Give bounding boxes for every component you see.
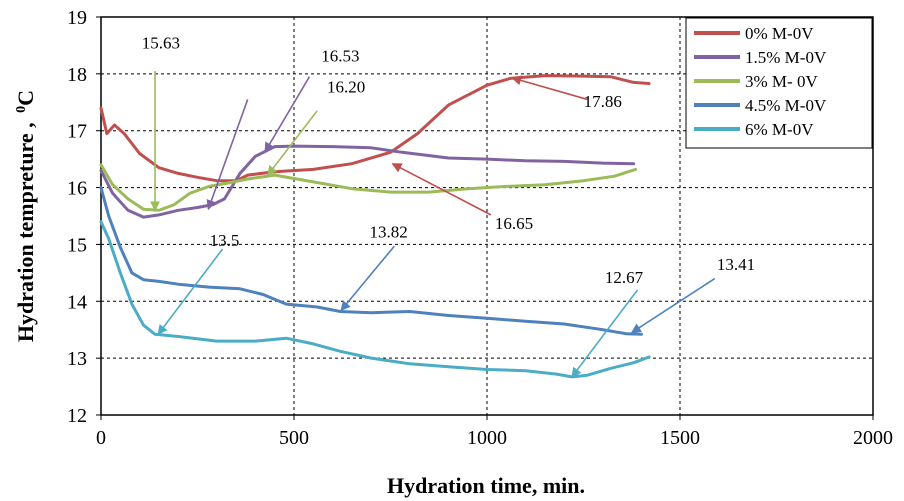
y-axis-unit: 0C bbox=[13, 90, 38, 113]
legend-label: 0% M-0V bbox=[745, 24, 814, 43]
y-tick-label: 13 bbox=[67, 348, 87, 370]
annotation-label: 16.20 bbox=[327, 78, 365, 97]
annotation-arrow bbox=[264, 76, 311, 153]
y-unit-degree: 0 bbox=[14, 106, 29, 113]
annotation-label: 15.63 bbox=[142, 33, 180, 52]
annotation-arrow bbox=[391, 162, 492, 216]
y-tick-label: 16 bbox=[67, 178, 87, 200]
annotation-arrow bbox=[511, 75, 588, 101]
legend-label: 3% M- 0V bbox=[745, 72, 818, 91]
annotation-label: 12.67 bbox=[605, 268, 644, 287]
annotation-label: 16.53 bbox=[321, 46, 359, 65]
annotation-arrow bbox=[571, 289, 639, 378]
series-line bbox=[99, 186, 643, 336]
x-tick-label: 1000 bbox=[467, 427, 507, 449]
legend-label: 6% M-0V bbox=[745, 120, 814, 139]
annotation-arrow bbox=[267, 110, 318, 176]
annotation-label: 13.41 bbox=[717, 255, 755, 274]
y-tick-label: 12 bbox=[67, 405, 87, 427]
legend-label: 4.5% M-0V bbox=[745, 96, 827, 115]
annotation-arrow bbox=[157, 248, 224, 336]
x-tick-label: 2000 bbox=[853, 427, 893, 449]
annotation-label: 17.86 bbox=[584, 92, 622, 111]
y-axis-title: Hydration tempreture , 0C bbox=[13, 90, 38, 342]
x-tick-label: 500 bbox=[279, 427, 309, 449]
annotation-arrow bbox=[206, 99, 249, 211]
annotation-label: 13.5 bbox=[210, 231, 240, 250]
legend: 0% M-0V 1.5% M-0V 3% M- 0V 4.5% M-0V 6% M-0V bbox=[685, 17, 873, 149]
annotation-arrow bbox=[630, 277, 716, 334]
y-tick-label: 18 bbox=[67, 64, 87, 86]
y-tick-label: 15 bbox=[67, 234, 87, 256]
x-tick-label: 1500 bbox=[660, 427, 700, 449]
annotation-label: 16.65 bbox=[495, 214, 533, 233]
annotations: 15.63 16.53 16.20 17.86 16.65 13.5 13.82 12.67 1… bbox=[142, 33, 755, 378]
x-axis-title: Hydration time, min. bbox=[387, 473, 585, 498]
annotation-arrow bbox=[340, 245, 395, 312]
y-axis-title-text: Hydration tempreture , bbox=[13, 122, 38, 342]
legend-label: 1.5% M-0V bbox=[745, 48, 827, 67]
y-tick-label: 14 bbox=[67, 291, 87, 313]
axis-ticks: 0 500 1000 1500 2000 12 13 14 15 16 17 18 19 bbox=[67, 7, 893, 449]
y-tick-label: 17 bbox=[67, 121, 87, 143]
y-unit-letter: C bbox=[13, 90, 38, 106]
annotation-label: 13.82 bbox=[369, 223, 407, 242]
x-tick-label: 0 bbox=[96, 427, 106, 449]
y-tick-label: 19 bbox=[67, 7, 87, 29]
series-line bbox=[99, 74, 651, 183]
